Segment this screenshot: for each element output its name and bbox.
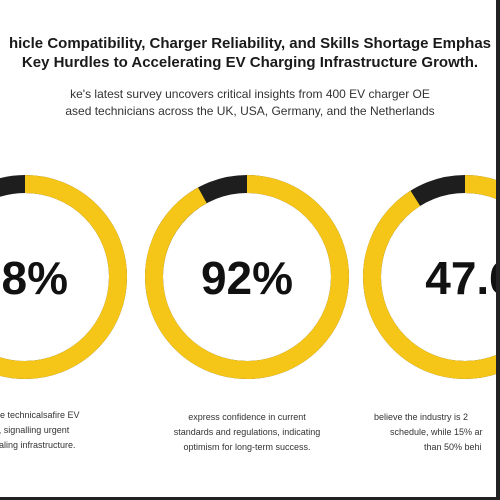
stat-caption-1-line-3: r scaling infrastructure. (0, 440, 76, 450)
stat-caption-1-line-1: rience technicalsafire EV (0, 410, 80, 420)
stat-caption-2-line-2: standards and regulations, indicating (173, 427, 321, 437)
gauge-1-progress (0, 175, 127, 379)
intro-line-1: ke's latest survey uncovers critical ins… (70, 87, 430, 101)
headline-line-2: Key Hurdles to Accelerating EV Charging … (21, 54, 479, 71)
stat-gauge-3: 47.6 (363, 175, 500, 379)
stat-value-3: 47.6 (425, 252, 500, 304)
stat-value-2: 92% (201, 252, 293, 304)
stat-gauge-2: 92% (145, 175, 349, 379)
frame-bottom-border (0, 497, 500, 500)
stat-caption-1-line-2: re, signalling urgent (0, 425, 70, 435)
headline-line-1: hicle Compatibility, Charger Reliability… (8, 35, 492, 52)
stat-caption-3: believe the industry is 2 schedule, whil… (366, 410, 500, 455)
frame-right-border (496, 0, 500, 500)
stat-caption-2-line-3: optimism for long-term success. (183, 442, 311, 452)
stat-caption-3-line-2: schedule, while 15% ar (390, 427, 483, 437)
stat-caption-2-line-1: express confidence in current (188, 412, 306, 422)
stat-caption-1: rience technicalsafire EV re, signalling… (0, 408, 130, 453)
stat-caption-2: express confidence in current standards … (147, 410, 347, 455)
gauge-2-progress (145, 175, 349, 379)
stat-caption-3-line-3: than 50% behi (424, 442, 482, 452)
stat-caption-3-line-1: believe the industry is 2 (374, 412, 469, 422)
intro-line-2: ased technicians across the UK, USA, Ger… (65, 104, 435, 118)
stat-value-1: 68% (0, 252, 68, 304)
gauge-3-progress (363, 175, 500, 379)
stat-gauge-1: 68% (0, 175, 127, 379)
